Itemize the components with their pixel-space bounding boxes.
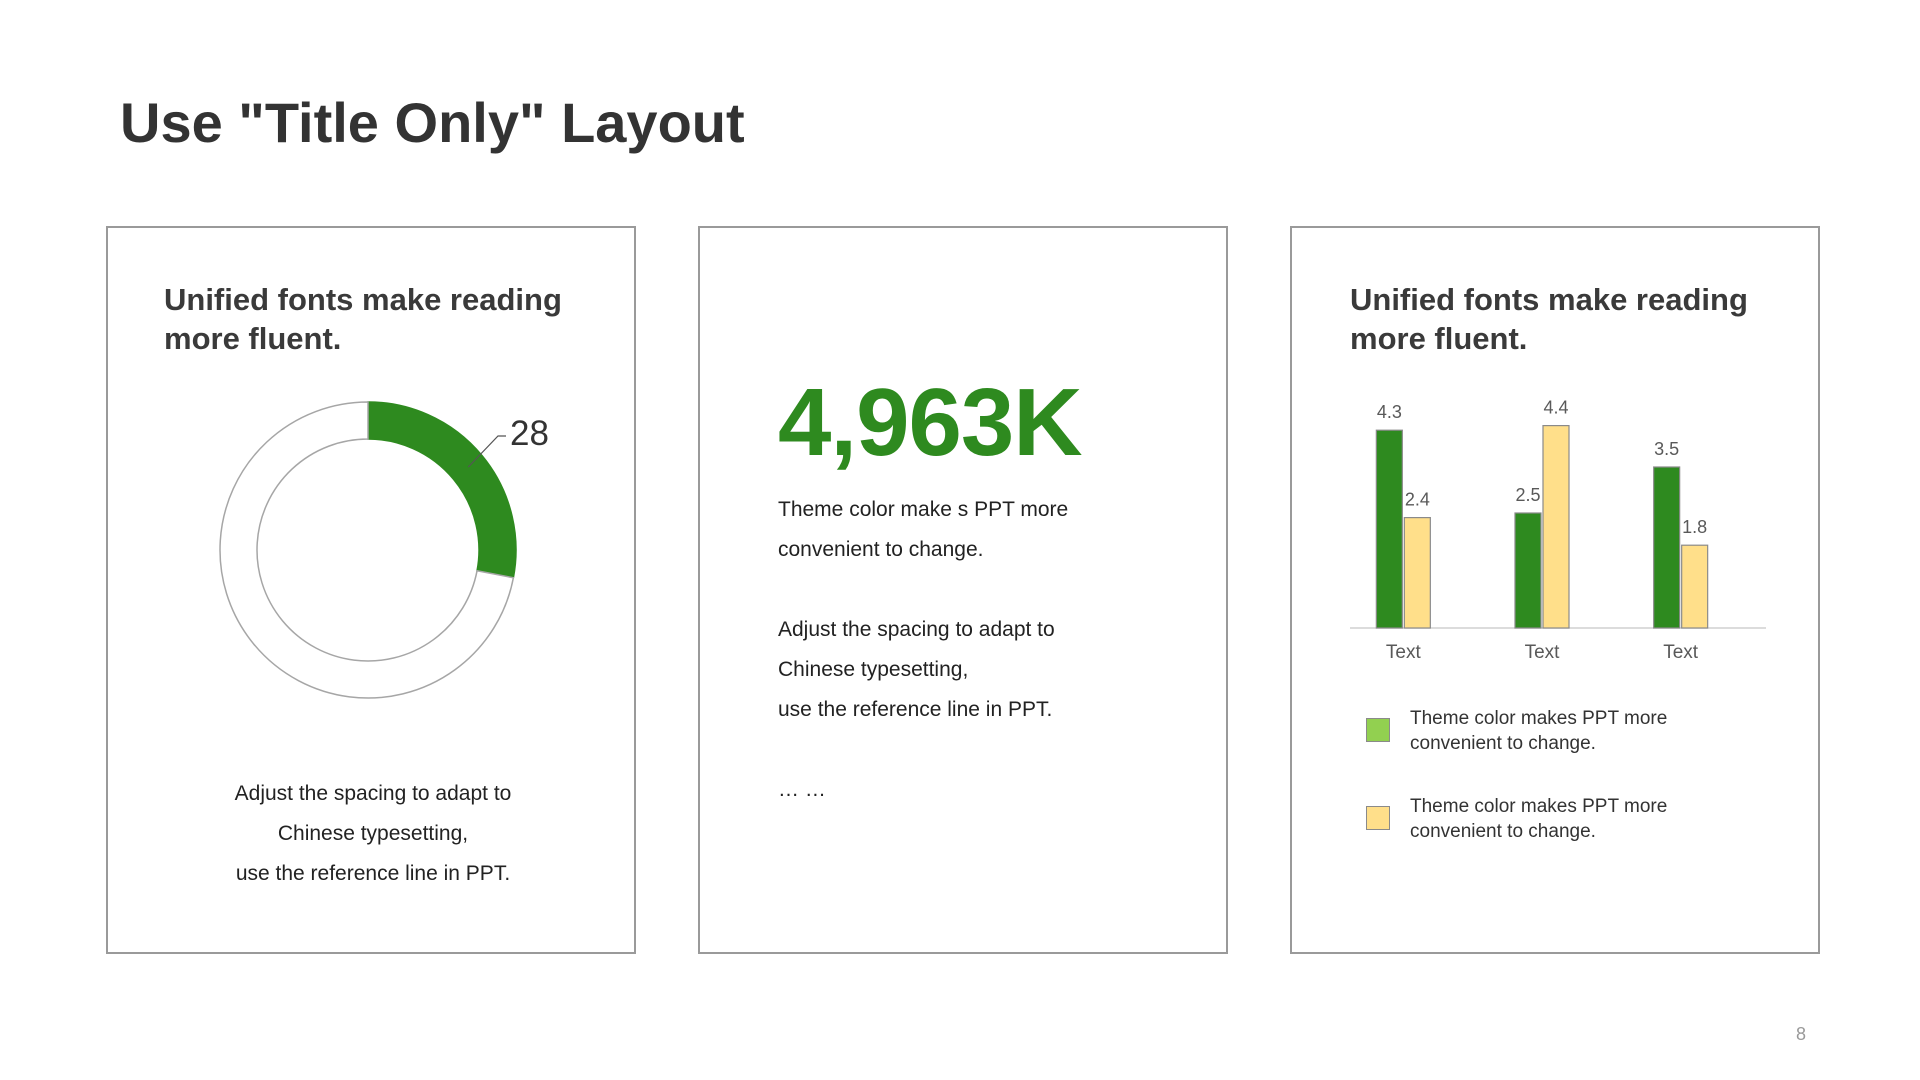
card1-body-text: Adjust the spacing to adapt to Chinese t… xyxy=(108,774,638,894)
bar-data-label: 4.4 xyxy=(1543,398,1568,418)
body-line: Chinese typesetting, xyxy=(277,822,469,845)
body-line xyxy=(778,730,1198,770)
big-number: 4,963K xyxy=(778,369,1083,476)
donut-leader-line xyxy=(467,435,506,468)
body-line: … … xyxy=(778,778,826,801)
legend-swatch-green xyxy=(1366,718,1390,742)
donut-chart xyxy=(219,401,517,699)
body-line: use the reference line in PPT. xyxy=(778,698,1053,721)
body-line: Theme color make s PPT more xyxy=(778,498,1069,521)
bar-data-label: 3.5 xyxy=(1654,439,1679,459)
bar-data-label: 2.5 xyxy=(1515,485,1540,505)
bar xyxy=(1542,425,1570,629)
card2-body-text: Theme color make s PPT more convenient t… xyxy=(778,490,1198,810)
legend-swatch-yellow xyxy=(1366,806,1390,830)
chart-legend: Theme color makes PPT more convenient to… xyxy=(1366,706,1786,882)
legend-line: Theme color makes PPT more xyxy=(1410,708,1668,729)
bar-data-label: 1.8 xyxy=(1682,517,1707,537)
body-line: Adjust the spacing to adapt to xyxy=(234,782,512,805)
card-heading: Unified fonts make reading more fluent. xyxy=(164,280,604,358)
bar xyxy=(1653,466,1681,629)
legend-line: Theme color makes PPT more xyxy=(1410,796,1668,817)
bar-data-label: 4.3 xyxy=(1377,402,1402,422)
legend-text: Theme color makes PPT more convenient to… xyxy=(1410,794,1667,844)
donut-card: Unified fonts make reading more fluent. … xyxy=(106,226,636,954)
legend-item: Theme color makes PPT more convenient to… xyxy=(1366,794,1786,864)
card-heading-line2: more fluent. xyxy=(1350,321,1528,356)
bar-chart-card: Unified fonts make reading more fluent. … xyxy=(1290,226,1820,954)
legend-line: convenient to change. xyxy=(1410,821,1596,842)
body-line: use the reference line in PPT. xyxy=(235,862,511,885)
body-line: Chinese typesetting, xyxy=(778,658,969,681)
card-heading: Unified fonts make reading more fluent. xyxy=(1350,280,1790,358)
legend-line: convenient to change. xyxy=(1410,733,1596,754)
bar xyxy=(1375,429,1403,629)
body-line: convenient to change. xyxy=(778,538,984,561)
donut-slice xyxy=(219,401,515,699)
legend-item: Theme color makes PPT more convenient to… xyxy=(1366,706,1786,776)
card-heading-line2: more fluent. xyxy=(164,321,342,356)
legend-text: Theme color makes PPT more convenient to… xyxy=(1410,706,1667,756)
body-line xyxy=(778,570,1198,610)
card-heading-line1: Unified fonts make reading xyxy=(1350,282,1748,317)
bar-data-label: 2.4 xyxy=(1405,490,1430,510)
slide-title: Use "Title Only" Layout xyxy=(120,91,745,154)
stat-card: 4,963K Theme color make s PPT more conve… xyxy=(698,226,1228,954)
x-tick-label: Text xyxy=(1386,642,1422,663)
x-tick-label: Text xyxy=(1525,642,1561,663)
body-line: Adjust the spacing to adapt to xyxy=(778,618,1055,641)
donut-data-label: 28 xyxy=(510,414,549,453)
card-heading-line1: Unified fonts make reading xyxy=(164,282,562,317)
bar xyxy=(1514,512,1542,629)
bar xyxy=(1681,544,1709,629)
bar xyxy=(1403,517,1431,629)
bar-chart: 4.3 2.4 Text 2.5 4.4 Text 3.5 1.8 Text xyxy=(1350,398,1766,663)
x-tick-label: Text xyxy=(1663,642,1699,663)
donut-slice xyxy=(367,401,517,579)
page-number: 8 xyxy=(1796,1024,1807,1044)
